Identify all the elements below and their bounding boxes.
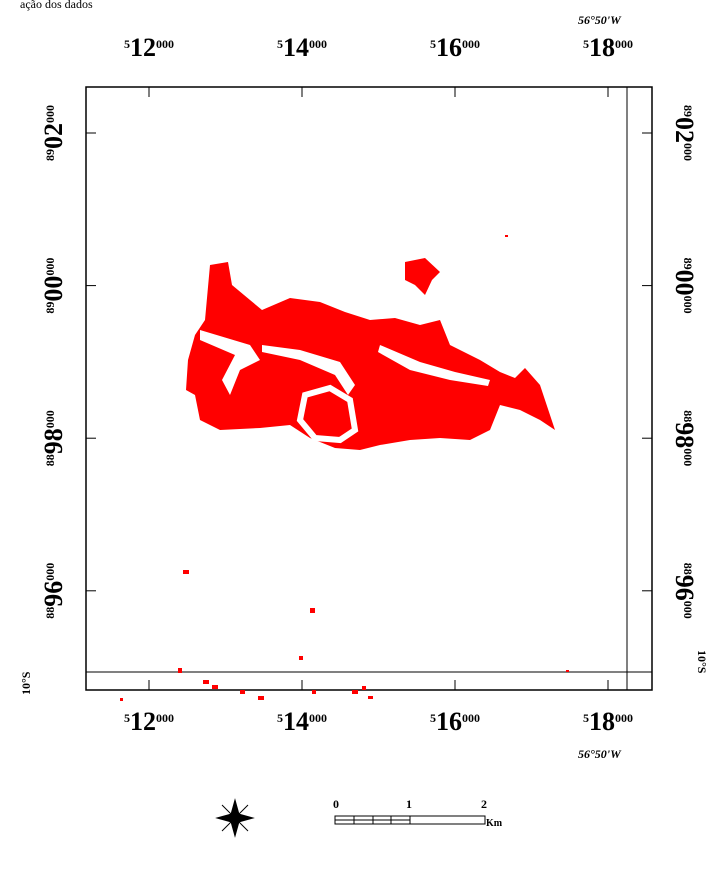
lat-label: 10°S [19, 671, 33, 695]
patch [120, 235, 569, 701]
tick-label-part: 98 [39, 428, 68, 454]
tick-label-part: 16 [436, 33, 462, 62]
tick-label-part: 000 [681, 143, 695, 161]
tick-label-part: 16 [436, 707, 462, 736]
map-frame [85, 86, 653, 691]
tick-label-part: 5 [277, 711, 283, 725]
tick-label-part: 18 [589, 707, 615, 736]
caption: ação dos dados [20, 0, 93, 11]
scale-label: 0 [333, 797, 339, 811]
tick-label-part: 5 [124, 37, 130, 51]
lon-label: 56°50'W [578, 747, 622, 761]
tick-label-part: 89 [681, 258, 695, 270]
tick-label-part: 02 [670, 117, 699, 143]
tick-label: 512000 [124, 707, 174, 736]
tick-label-part: 000 [681, 448, 695, 466]
tick-label: 8900000 [39, 258, 68, 314]
tick-label-part: 02 [39, 123, 68, 149]
tick-label-part: 5 [583, 711, 589, 725]
tick-label-part: 89 [43, 302, 57, 314]
tick-label: 8902000 [39, 105, 68, 161]
tick-label-part: 14 [283, 707, 309, 736]
tick-label: 8896000 [670, 563, 699, 619]
tick-label-part: 14 [283, 33, 309, 62]
lon-label: 56°50'W [578, 13, 622, 27]
tick-label-part: 88 [43, 454, 57, 466]
tick-label-part: 89 [681, 105, 695, 117]
tick-label-part: 5 [277, 37, 283, 51]
tick-label-part: 18 [589, 33, 615, 62]
tick-label-part: 5 [583, 37, 589, 51]
tick-label-part: 00 [39, 276, 68, 302]
scale-label: 2 [481, 797, 487, 811]
tick-label: 512000 [124, 33, 174, 62]
tick-label-part: 000 [462, 37, 480, 51]
tick-label-part: 000 [681, 601, 695, 619]
tick-label-part: 000 [615, 711, 633, 725]
tick-label: 8898000 [39, 410, 68, 466]
north-arrow [215, 798, 255, 838]
tick-label-part: 5 [124, 711, 130, 725]
tick-label-part: 5 [430, 711, 436, 725]
tick-label-part: 000 [309, 37, 327, 51]
tick-label: 518000 [583, 33, 633, 62]
tick-label: 516000 [430, 707, 480, 736]
tick-label-part: 000 [43, 105, 57, 123]
land-cover [186, 258, 555, 450]
tick-label-part: 12 [130, 707, 156, 736]
tick-label-part: 98 [670, 422, 699, 448]
tick-label-part: 000 [156, 711, 174, 725]
tick-label-part: 96 [670, 575, 699, 601]
tick-label-part: 000 [681, 296, 695, 314]
tick-label-part: 88 [681, 563, 695, 575]
tick-label-part: 5 [430, 37, 436, 51]
tick-label: 8896000 [39, 563, 68, 619]
scale-unit: Km [486, 818, 503, 829]
tick-label-part: 000 [615, 37, 633, 51]
tick-label-part: 000 [43, 563, 57, 581]
tick-label: 514000 [277, 707, 327, 736]
tick-label-part: 000 [309, 711, 327, 725]
tick-label: 8900000 [670, 258, 699, 314]
tick-label-part: 000 [156, 37, 174, 51]
tick-label-part: 88 [681, 410, 695, 422]
tick-label-part: 00 [670, 270, 699, 296]
tick-label-part: 96 [39, 581, 68, 607]
tick-label-part: 000 [43, 410, 57, 428]
lat-label: 10°S [695, 650, 709, 674]
tick-label: 518000 [583, 707, 633, 736]
scale-bar [334, 815, 486, 825]
tick-label-part: 89 [43, 149, 57, 161]
tick-label-part: 12 [130, 33, 156, 62]
scale-label: 1 [406, 797, 412, 811]
tick-label-part: 000 [462, 711, 480, 725]
tick-label: 8898000 [670, 410, 699, 466]
tick-label: 516000 [430, 33, 480, 62]
tick-label: 514000 [277, 33, 327, 62]
tick-label-part: 000 [43, 258, 57, 276]
tick-label: 8902000 [670, 105, 699, 161]
tick-label-part: 88 [43, 607, 57, 619]
channel [200, 330, 490, 444]
